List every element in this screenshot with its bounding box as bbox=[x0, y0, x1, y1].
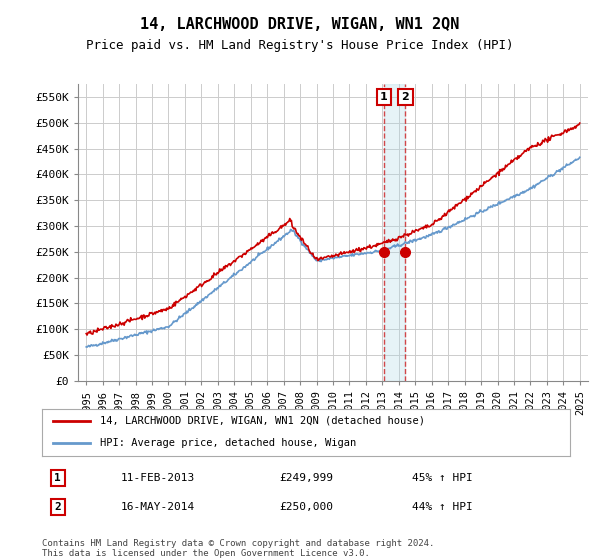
Text: 45% ↑ HPI: 45% ↑ HPI bbox=[412, 473, 472, 483]
Text: Contains HM Land Registry data © Crown copyright and database right 2024.
This d: Contains HM Land Registry data © Crown c… bbox=[42, 539, 434, 558]
Text: 2: 2 bbox=[401, 92, 409, 102]
Text: HPI: Average price, detached house, Wigan: HPI: Average price, detached house, Wiga… bbox=[100, 438, 356, 448]
Bar bbox=[384, 84, 406, 381]
Text: 44% ↑ HPI: 44% ↑ HPI bbox=[412, 502, 472, 512]
Text: £249,999: £249,999 bbox=[280, 473, 334, 483]
Text: 14, LARCHWOOD DRIVE, WIGAN, WN1 2QN (detached house): 14, LARCHWOOD DRIVE, WIGAN, WN1 2QN (det… bbox=[100, 416, 425, 426]
Text: 11-FEB-2013: 11-FEB-2013 bbox=[121, 473, 196, 483]
Text: Price paid vs. HM Land Registry's House Price Index (HPI): Price paid vs. HM Land Registry's House … bbox=[86, 39, 514, 52]
Text: 16-MAY-2014: 16-MAY-2014 bbox=[121, 502, 196, 512]
Text: 1: 1 bbox=[380, 92, 388, 102]
Text: 2: 2 bbox=[55, 502, 61, 512]
Text: £250,000: £250,000 bbox=[280, 502, 334, 512]
Text: 14, LARCHWOOD DRIVE, WIGAN, WN1 2QN: 14, LARCHWOOD DRIVE, WIGAN, WN1 2QN bbox=[140, 17, 460, 32]
Text: 1: 1 bbox=[55, 473, 61, 483]
